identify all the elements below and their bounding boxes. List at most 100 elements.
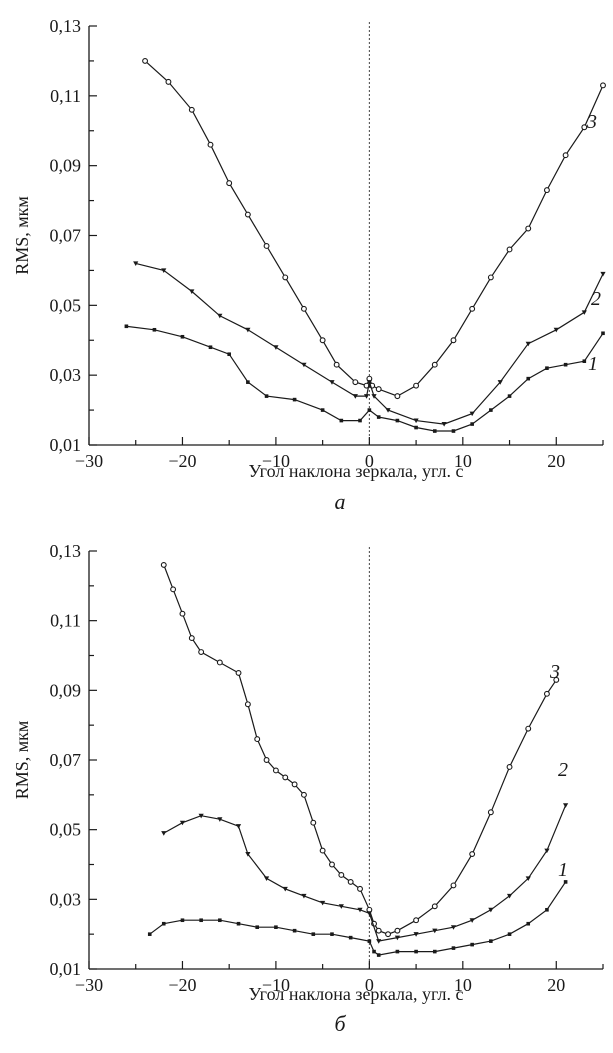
- chart-1-series-2-point: [469, 411, 475, 417]
- chart-2-series-3-point: [170, 586, 177, 593]
- chart-2-series-1-point: [526, 921, 531, 926]
- chart-2-series-1-point: [507, 932, 512, 936]
- chart-1-y-tick-label: 0,13: [50, 16, 82, 36]
- chart-2-series-3-point: [216, 659, 223, 666]
- chart-1-x-tick-label: −20: [168, 451, 196, 471]
- chart-2-series-3-point: [198, 649, 205, 655]
- chart-2-series-2-point: [525, 876, 531, 882]
- chart-2-series-2-point: [506, 893, 513, 899]
- chart-2-series-1-line: [149, 881, 567, 956]
- chart-2-series-3-point: [357, 885, 363, 892]
- chart-1-series-1-point: [432, 429, 437, 433]
- chart-2-series-3-point: [525, 725, 532, 732]
- chart-1-series-2-point: [217, 313, 223, 319]
- chart-2-series-2-point: [563, 803, 569, 808]
- chart-2-series-1-point: [255, 925, 260, 929]
- chart-2-series-3-point: [263, 757, 270, 763]
- chart-1-curve-label-3: 3: [586, 111, 597, 133]
- chart-1-series-2-point: [600, 271, 606, 277]
- chart-1-series-2-point: [352, 394, 358, 399]
- chart-2-series-3-line: [163, 564, 557, 935]
- chart-2-series-2-point: [198, 813, 204, 819]
- chart-2-x-tick-label: 20: [547, 975, 565, 995]
- chart-2-series-1-point: [563, 880, 568, 884]
- chart-2-series-3-point: [543, 690, 550, 697]
- chart-2-series-2-point: [432, 928, 438, 934]
- chart-1-series-1-point: [395, 418, 400, 423]
- chart-2-series-3-point: [385, 931, 392, 938]
- chart-1-series-3-point: [244, 211, 251, 218]
- chart-1-x-tick-label: −10: [262, 451, 290, 471]
- chart-2-series-3-point: [319, 847, 326, 854]
- chart-2-series-2-point: [450, 925, 457, 930]
- chart-2-series-3-point: [329, 861, 335, 868]
- chart-1-series-3-point: [450, 337, 457, 344]
- chart-1-series-1-point: [489, 408, 493, 412]
- chart-1-series-2-point: [161, 268, 167, 274]
- chart-1-series-2-point: [301, 362, 307, 368]
- chart-2-series-3-point: [413, 917, 420, 924]
- chart-2-series-3-point: [188, 635, 195, 642]
- chart-2-series-3-point: [291, 781, 298, 788]
- chart-2-series-3-point: [254, 736, 261, 743]
- chart-2-series-2-point: [301, 893, 307, 899]
- chart-1-series-3-point: [431, 361, 438, 368]
- chart-2-series-3-point: [160, 561, 167, 568]
- chart-1-x-tick-label: −30: [75, 451, 103, 471]
- chart-2-series-1-point: [545, 907, 549, 912]
- chart-2-series-2-point: [376, 939, 382, 944]
- chart-1-series-2-point: [413, 418, 419, 424]
- chart-2-series-3-point: [300, 791, 307, 798]
- chart-2-curve-label-3: 3: [549, 661, 560, 683]
- chart-2-series-2-point: [413, 932, 419, 937]
- chart-1-x-tick-label: 10: [454, 451, 472, 471]
- chart-2-series-3-point: [487, 809, 494, 816]
- chart-1-series-2-point: [133, 261, 139, 267]
- chart-2-series-1-point: [330, 932, 334, 936]
- chart-1-series-1-point: [124, 324, 129, 329]
- chart-2-series-3-point: [469, 851, 476, 857]
- chart-1-series-1-point: [545, 366, 549, 370]
- chart-2-series-3-point: [310, 819, 317, 826]
- chart-2-series-1-point: [395, 949, 400, 954]
- chart-2-series-3-point: [244, 701, 251, 708]
- chart-1-series-3-point: [282, 274, 289, 281]
- chart-1-series-3-point: [506, 246, 513, 253]
- chart-1-series-3-point: [413, 382, 420, 389]
- chart-1-series-2-point: [441, 422, 447, 427]
- chart-2-curve-label-1: 1: [558, 859, 568, 881]
- chart-2-series-2-point: [488, 907, 494, 913]
- chart-2-series-2-point: [394, 935, 400, 941]
- chart-2-series-2-point: [263, 876, 270, 882]
- chart-1-series-1-point: [376, 415, 381, 419]
- chart-1-series-1-point: [563, 362, 568, 367]
- chart-1-y-tick-label: 0,07: [50, 226, 82, 246]
- chart-1-series-1-point: [601, 331, 605, 336]
- chart-2-series-2-point: [366, 911, 372, 916]
- chart-1-series-1-point: [414, 425, 418, 430]
- chart-1-y-tick-label: 0,11: [50, 86, 81, 106]
- chart-2-x-tick-label: 0: [365, 975, 374, 995]
- chart-1-series-1-point: [152, 327, 157, 332]
- chart-2-series-1-point: [376, 953, 381, 957]
- chart-1-x-tick-label: 20: [547, 451, 565, 471]
- chart-2-series-3-point: [375, 927, 382, 934]
- chart-1-y-tick-label: 0,09: [50, 156, 82, 176]
- chart-1-series-2-point: [385, 408, 391, 413]
- chart-1-series-2-point: [366, 380, 372, 385]
- chart-2-series-3-point: [272, 767, 279, 774]
- chart-1-series-3-point: [142, 57, 149, 64]
- chart-2-series-1-point: [489, 939, 493, 943]
- chart-2-x-tick-label: −10: [262, 975, 290, 995]
- chart-2-series-3-point: [506, 764, 513, 770]
- chart-1-series-3-point: [165, 78, 172, 85]
- chart-1-series-2-point: [525, 341, 531, 347]
- chart-1-series-1-point: [339, 418, 344, 423]
- chart-1-series-1-point: [208, 345, 213, 350]
- chart-1-series-1-point: [227, 352, 231, 357]
- chart-1-series-1-point: [367, 408, 372, 412]
- chart-1-series-3-point: [263, 243, 270, 249]
- chart-1-series-3-point: [543, 187, 550, 194]
- chart-1-series-1-point: [507, 394, 512, 398]
